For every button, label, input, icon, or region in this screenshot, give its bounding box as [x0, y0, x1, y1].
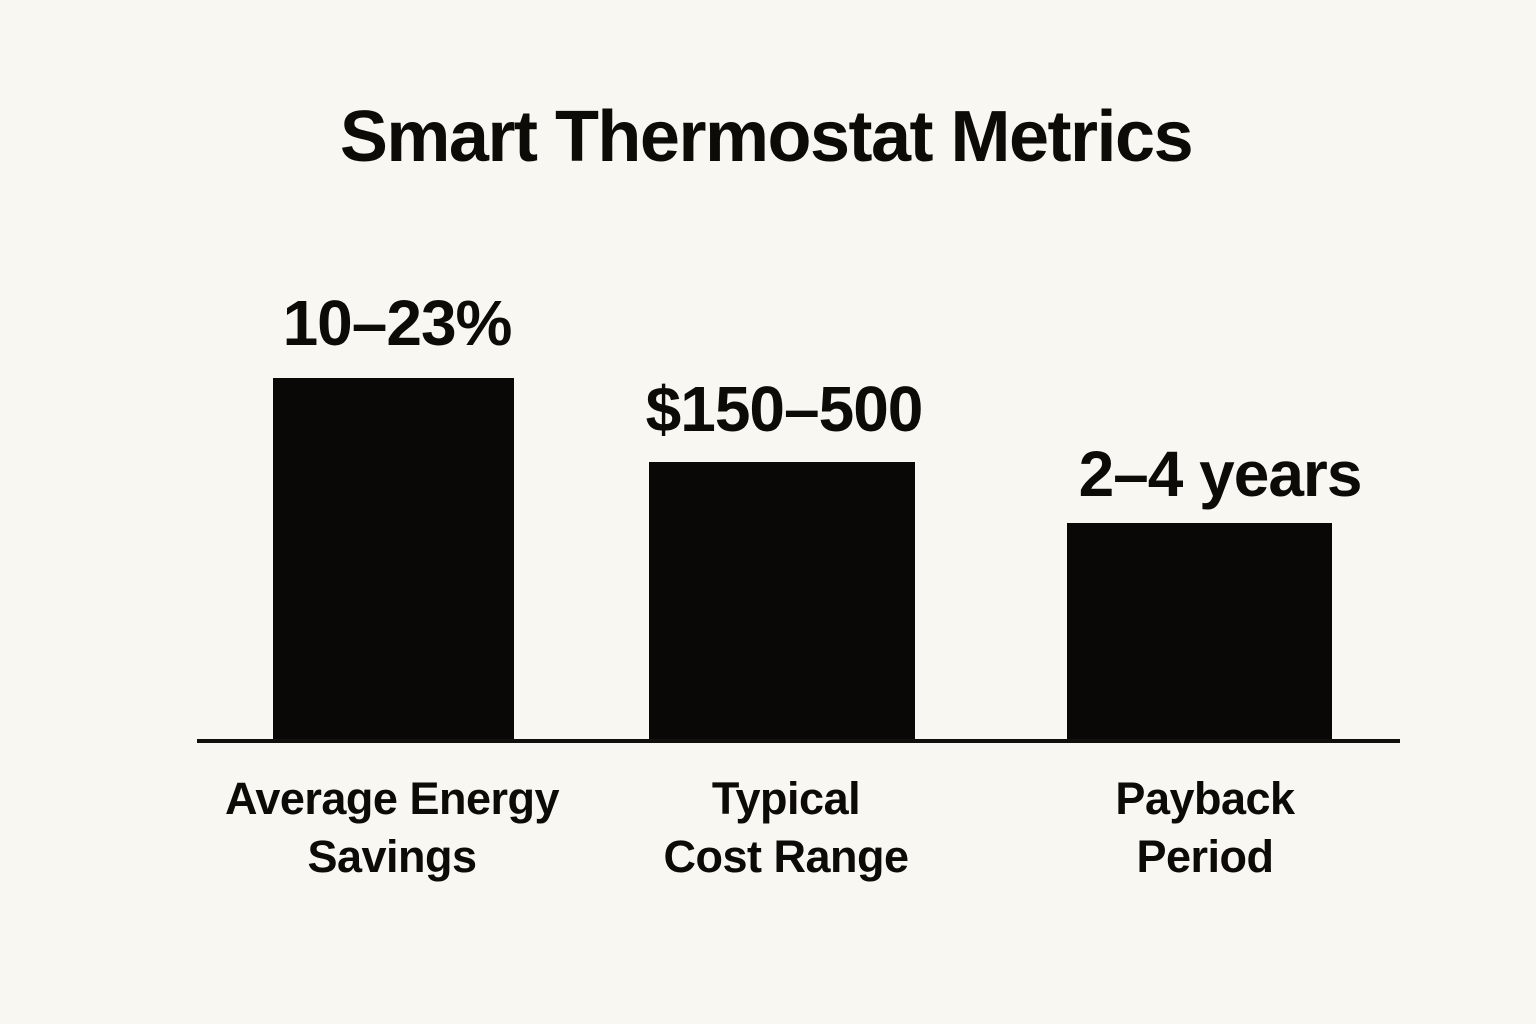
category-label-line: Savings — [307, 831, 477, 883]
category-label-line: Average Energy — [225, 773, 560, 824]
bar-value-label-cost-range: $150–500 — [645, 373, 924, 445]
x-axis-line — [197, 739, 1400, 743]
category-label-line: Cost Range — [663, 831, 909, 883]
category-label-line: Typical — [711, 773, 861, 824]
category-label-line: Period — [1136, 831, 1274, 883]
bar-value-label-payback-period: 2–4 years — [1078, 438, 1363, 510]
category-label-average-energy-savings: Average Energy Savings — [225, 770, 560, 886]
chart-title: Smart Thermostat Metrics — [339, 97, 1194, 177]
category-label-payback-period: Payback Period — [1115, 770, 1295, 886]
category-label-line: Payback — [1115, 773, 1295, 824]
bar-value-label-energy-savings: 10–23% — [282, 287, 513, 359]
bar-payback-period — [1067, 523, 1332, 741]
bar-typical-cost-range — [649, 462, 915, 741]
bar-average-energy-savings — [273, 378, 514, 741]
category-label-typical-cost-range: Typical Cost Range — [663, 770, 909, 886]
